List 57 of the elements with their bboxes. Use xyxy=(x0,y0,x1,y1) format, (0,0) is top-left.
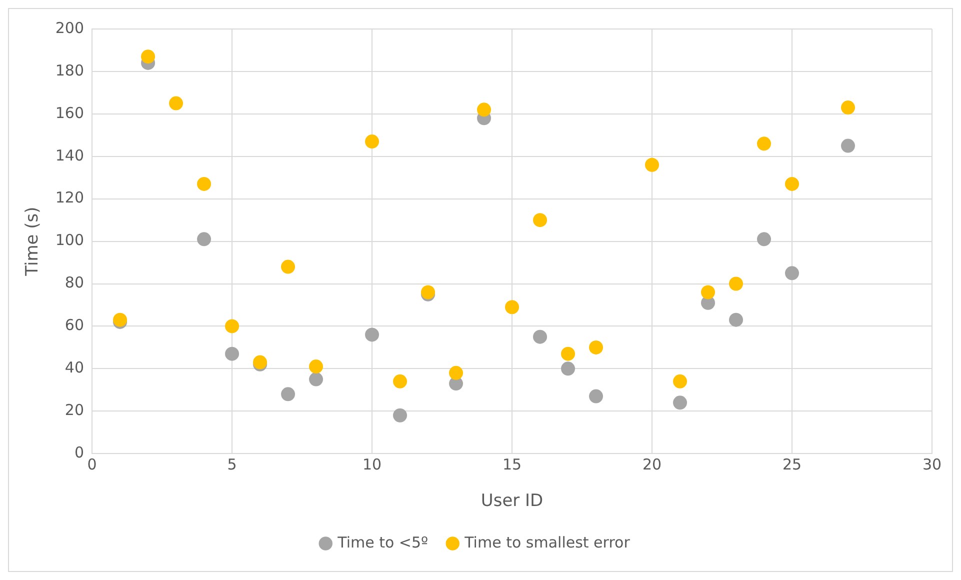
x-axis-title: User ID xyxy=(480,491,544,512)
y-tick-label: 60 xyxy=(64,316,84,334)
point xyxy=(841,100,856,115)
point xyxy=(561,362,576,376)
point xyxy=(309,372,324,386)
y-tick-label: 80 xyxy=(64,274,84,292)
point xyxy=(477,102,492,117)
y-tick-label: 40 xyxy=(64,358,84,377)
y-tick-label: 0 xyxy=(74,443,84,462)
x-tick-label: 20 xyxy=(642,455,662,474)
x-tick-label: 5 xyxy=(227,455,237,474)
point xyxy=(225,319,240,334)
point xyxy=(505,300,520,314)
point xyxy=(645,158,660,172)
point xyxy=(141,50,156,64)
y-tick-label: 160 xyxy=(55,104,84,122)
point xyxy=(365,328,380,342)
point xyxy=(393,408,408,422)
x-tick-label: 10 xyxy=(362,455,382,474)
point xyxy=(785,266,800,280)
point xyxy=(533,330,548,344)
x-tick-label: 30 xyxy=(922,455,942,474)
point xyxy=(561,346,576,361)
y-tick-label: 100 xyxy=(55,231,84,250)
y-tick-label: 120 xyxy=(55,188,84,207)
point xyxy=(533,213,548,228)
point xyxy=(729,312,744,327)
point xyxy=(449,366,464,380)
point xyxy=(281,387,296,402)
point xyxy=(169,96,184,110)
point xyxy=(673,396,688,410)
point xyxy=(785,176,800,191)
point xyxy=(701,285,716,300)
point xyxy=(225,346,240,361)
point xyxy=(673,374,688,388)
legend-label: Time to <5º xyxy=(336,533,428,552)
y-tick-label: 180 xyxy=(55,61,84,80)
point xyxy=(841,138,856,153)
point xyxy=(757,232,772,246)
point xyxy=(729,276,744,291)
y-axis-title: Time (s) xyxy=(22,206,43,277)
point xyxy=(589,389,604,404)
point xyxy=(197,176,212,191)
point xyxy=(757,136,772,151)
point xyxy=(309,360,324,374)
point xyxy=(197,232,212,246)
y-tick-label: 200 xyxy=(55,18,84,37)
point xyxy=(365,134,380,149)
y-tick-label: 140 xyxy=(55,146,84,164)
x-tick-label: 0 xyxy=(87,455,97,474)
y-tick-label: 20 xyxy=(64,401,84,420)
point xyxy=(281,260,296,274)
legend-label: Time to smallest error xyxy=(464,533,631,552)
x-tick-label: 25 xyxy=(782,455,802,474)
x-tick-label: 15 xyxy=(502,455,522,474)
point xyxy=(393,374,408,388)
point xyxy=(589,340,604,354)
